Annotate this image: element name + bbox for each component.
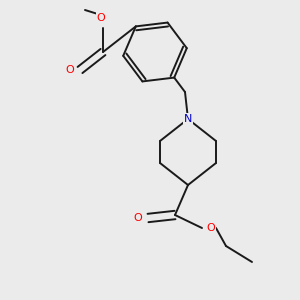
Text: O: O — [134, 213, 142, 223]
Text: O: O — [207, 223, 215, 233]
Text: O: O — [97, 13, 105, 23]
Text: O: O — [66, 65, 74, 75]
Text: N: N — [184, 114, 192, 124]
